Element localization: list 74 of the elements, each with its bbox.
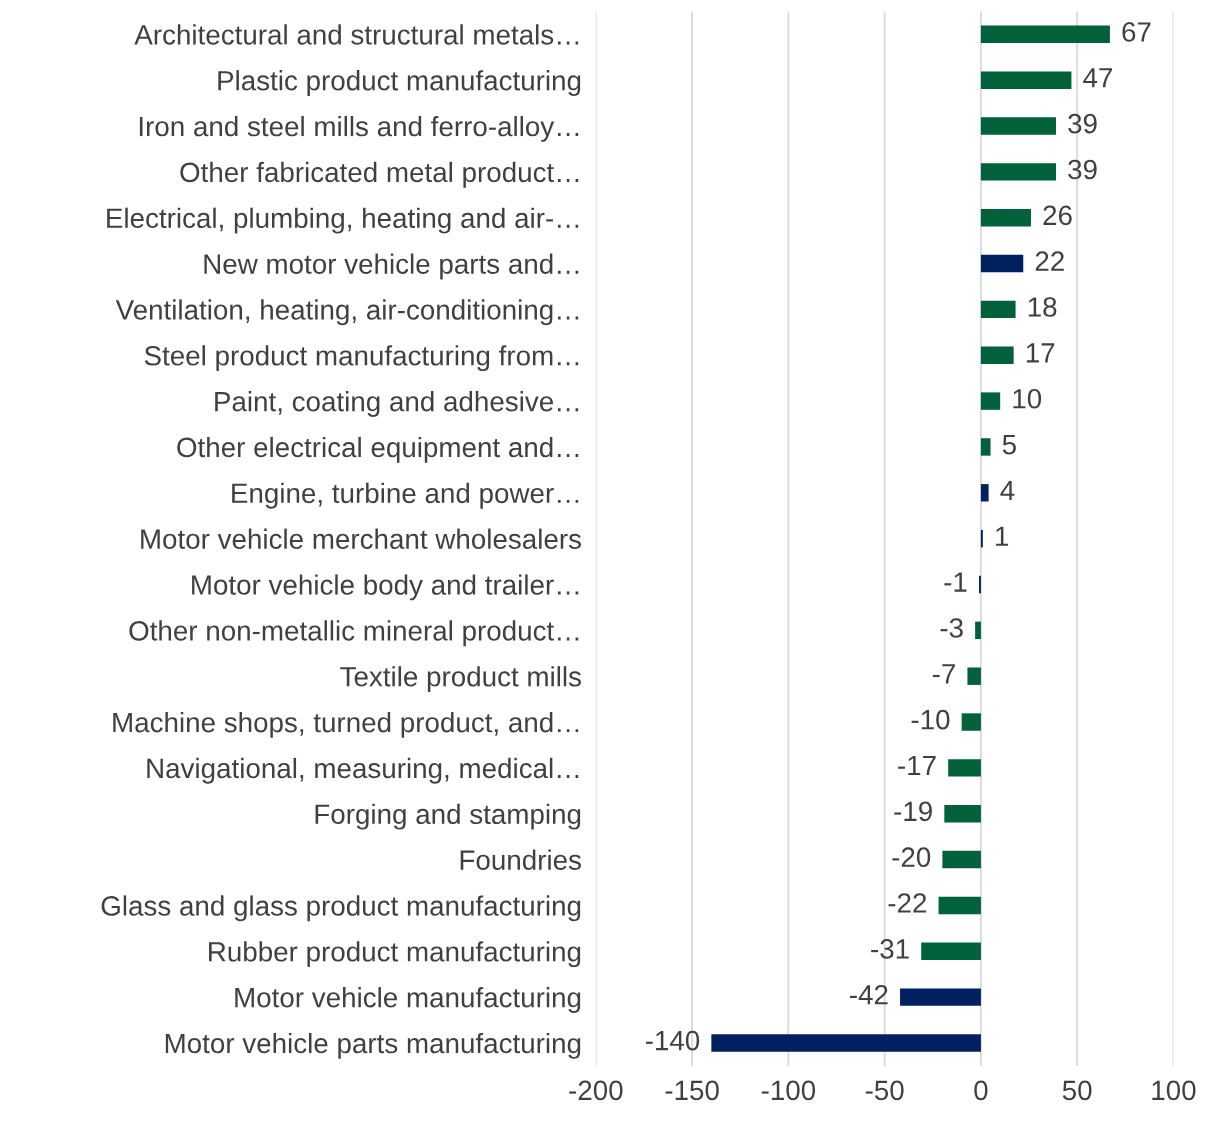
bar bbox=[942, 850, 981, 869]
bar bbox=[980, 300, 1016, 319]
x-tick-label: -200 bbox=[569, 1080, 623, 1101]
data-label: 39 bbox=[1068, 159, 1097, 180]
y-tick-label: New motor vehicle parts and… bbox=[204, 253, 579, 280]
y-tick-label: Foundries bbox=[460, 849, 581, 870]
y-tick-label: Plastic product manufacturing bbox=[218, 70, 581, 96]
y-tick-label: Other non-metallic mineral product… bbox=[129, 620, 579, 647]
x-tick-label: -150 bbox=[665, 1080, 719, 1101]
y-tick-label: Motor vehicle parts manufacturing bbox=[165, 1032, 581, 1059]
x-tick-label: 100 bbox=[1152, 1080, 1196, 1101]
bar bbox=[961, 713, 981, 731]
data-label: -10 bbox=[911, 709, 950, 730]
x-tick-label: -50 bbox=[865, 1080, 904, 1101]
y-tick-label: Ventilation, heating, air-conditioning… bbox=[115, 299, 579, 326]
data-label: -31 bbox=[871, 939, 909, 959]
data-label: 22 bbox=[1035, 251, 1064, 271]
data-label: 67 bbox=[1122, 22, 1151, 42]
y-tick-label: Engine, turbine and power… bbox=[232, 482, 579, 509]
y-tick-label: Electrical, plumbing, heating and air-… bbox=[107, 207, 579, 234]
bar bbox=[967, 667, 981, 685]
bar bbox=[900, 988, 981, 1006]
data-label: 26 bbox=[1043, 205, 1072, 226]
bar bbox=[980, 71, 1072, 89]
y-tick-label: Other fabricated metal product… bbox=[180, 161, 579, 188]
y-tick-label: Machine shops, turned product, and… bbox=[113, 711, 579, 738]
bar bbox=[944, 805, 981, 823]
data-label: -3 bbox=[940, 618, 963, 638]
data-label: -20 bbox=[892, 847, 931, 868]
y-tick-label: Architectural and structural metals… bbox=[134, 24, 579, 45]
bar bbox=[948, 759, 981, 777]
data-label: 18 bbox=[1028, 297, 1057, 317]
bar bbox=[980, 209, 1031, 227]
data-label: 47 bbox=[1083, 68, 1113, 88]
y-tick-label: Other electrical equipment and… bbox=[177, 436, 579, 463]
bar bbox=[980, 117, 1056, 135]
y-tick-label: Glass and glass product manufacturing bbox=[101, 895, 581, 922]
bar bbox=[975, 621, 981, 640]
data-label: 1 bbox=[996, 526, 1009, 546]
data-label: 39 bbox=[1068, 113, 1097, 134]
y-tick-label: Steel product manufacturing from… bbox=[144, 345, 579, 372]
data-label: -19 bbox=[894, 801, 932, 822]
y-tick-label: Forging and stamping bbox=[315, 803, 581, 830]
data-label: -1 bbox=[944, 572, 967, 592]
x-tick-label: 50 bbox=[1062, 1080, 1092, 1101]
data-label: 5 bbox=[1002, 435, 1016, 455]
y-tick-label: Rubber product manufacturing bbox=[209, 941, 581, 968]
y-tick-label: Paint, coating and adhesive… bbox=[215, 391, 579, 417]
data-label: 4 bbox=[1000, 480, 1015, 500]
data-label: -42 bbox=[850, 984, 888, 1005]
data-label: -140 bbox=[645, 1030, 700, 1051]
bar bbox=[980, 438, 991, 456]
y-tick-label: Iron and steel mills and ferro-alloy… bbox=[139, 115, 579, 142]
bar bbox=[980, 163, 1056, 181]
y-tick-label: Navigational, measuring, medical… bbox=[147, 757, 579, 784]
x-tick-label: 0 bbox=[974, 1080, 988, 1101]
bar bbox=[921, 942, 981, 960]
y-tick-label: Textile product mills bbox=[340, 666, 581, 693]
bar bbox=[711, 1034, 981, 1052]
bar bbox=[980, 254, 1024, 273]
data-label: 10 bbox=[1013, 388, 1042, 409]
data-label: -7 bbox=[932, 664, 955, 684]
bar bbox=[980, 392, 1001, 410]
data-label: -22 bbox=[888, 893, 927, 913]
x-tick-label: -100 bbox=[761, 1080, 816, 1101]
y-tick-label: Motor vehicle manufacturing bbox=[235, 987, 581, 1013]
y-tick-label: Motor vehicle merchant wholesalers bbox=[141, 528, 581, 549]
bar bbox=[980, 25, 1110, 44]
bar bbox=[980, 346, 1014, 364]
data-label: -17 bbox=[898, 755, 936, 776]
y-tick-label: Motor vehicle body and trailer… bbox=[192, 574, 579, 601]
bar bbox=[938, 896, 981, 915]
bar bbox=[980, 484, 989, 502]
data-label: 17 bbox=[1026, 343, 1055, 363]
